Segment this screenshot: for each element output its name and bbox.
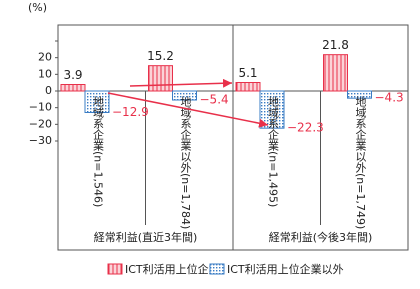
- x-tick-label: 地域系企業(n=1,546): [92, 96, 105, 208]
- arrow: [107, 92, 269, 128]
- bar: [148, 65, 173, 92]
- legend-label: ICT利活用上位企業: [125, 262, 220, 276]
- group-label: 経常利益(直近3年間): [94, 230, 198, 244]
- y-tick-label: −30: [29, 134, 52, 147]
- x-tick-label: 地域系企業以外(n=1,784): [179, 96, 192, 230]
- x-tick-label: 地域系企業以外(n=1,749): [354, 96, 367, 230]
- bar: [60, 84, 86, 92]
- legend-swatch: [107, 263, 123, 275]
- arrow: [129, 78, 233, 88]
- value-label: −12.9: [112, 105, 149, 119]
- value-label: −22.3: [287, 121, 324, 135]
- bar: [347, 90, 372, 99]
- value-label: 5.1: [238, 66, 257, 80]
- value-label: 3.9: [63, 68, 82, 82]
- group-label: 経常利益(今後3年間): [269, 230, 373, 244]
- y-unit: (%): [28, 1, 47, 14]
- y-tick-label: 20: [38, 51, 52, 64]
- value-label: −4.3: [375, 91, 404, 105]
- legend-swatch: [209, 263, 225, 275]
- bar: [172, 90, 197, 101]
- value-label: 15.2: [147, 49, 174, 63]
- bar: [323, 54, 348, 92]
- legend-label: ICT利活用上位企業以外: [227, 262, 344, 276]
- y-tick-label: −10: [29, 101, 52, 114]
- value-label: 21.8: [322, 38, 349, 52]
- y-tick-label: 10: [38, 67, 52, 80]
- y-tick-label: −20: [29, 117, 52, 130]
- value-label: −5.4: [200, 93, 229, 107]
- bar: [235, 82, 261, 92]
- y-tick-label: 0: [45, 84, 52, 97]
- x-tick-label: 地域系企業(n=1,495): [267, 96, 280, 208]
- bar: [84, 90, 110, 113]
